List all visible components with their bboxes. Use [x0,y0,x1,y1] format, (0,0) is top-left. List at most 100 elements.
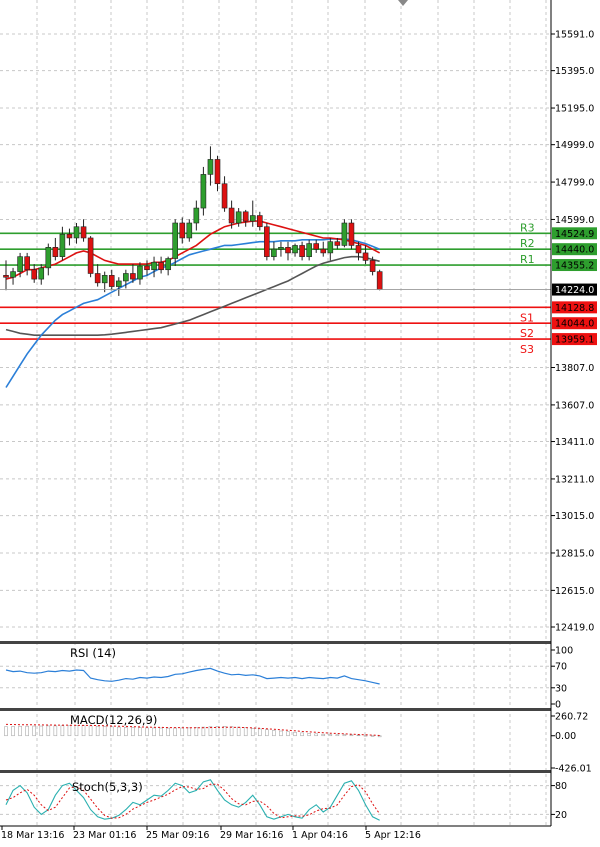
macd-histogram-bar [11,726,15,737]
candle-down [87,237,94,274]
price-tick-label: 12815.0 [555,548,594,559]
level-value: 14128.8 [555,303,594,314]
candle-up [271,248,277,257]
macd-histogram-bar [349,734,354,737]
rsi-tick-label: 100 [555,646,573,657]
macd-histogram-bar [81,725,86,737]
level-value: 14355.2 [555,261,594,272]
macd-histogram-bar [4,726,8,737]
macd-histogram-bar [335,734,340,737]
macd-histogram-bar [293,731,297,737]
macd-histogram-bar [257,728,262,737]
level-value-box [552,259,597,272]
macd-histogram-bar [117,726,121,737]
candle-down [355,245,362,254]
macd-histogram-bar [356,734,361,737]
scroll-marker-icon [398,0,408,6]
x-tick-label: 23 Mar 01:16 [73,830,136,841]
stoch-panel: Stoch(5,3,3) [0,779,551,821]
x-tick-label: 25 Mar 09:16 [146,830,209,841]
macd-histogram-bar [194,727,199,737]
x-tick-label: 18 Mar 13:16 [1,830,64,841]
level-name: S3 [520,343,534,356]
candle-up [200,174,207,209]
candle-down [285,247,291,254]
macd-histogram-bar [159,727,163,737]
candle-down [130,273,136,280]
macd-histogram-bar [138,727,142,737]
macd-histogram-bar [342,734,347,737]
macd-histogram-bar [67,725,72,737]
x-tick-label: 5 Apr 12:16 [365,830,421,841]
candle-down [299,245,305,257]
macd-histogram-bar [102,726,107,737]
ma-mid-line [5,238,380,388]
macd-histogram-bar [321,733,326,737]
candle-down [348,222,355,246]
level-value: 14440.0 [555,245,594,256]
level-value-box [552,243,597,256]
candle-down [334,241,341,246]
macd-histogram-bar [236,726,241,737]
candle-down [369,260,376,272]
price-tick-label: 13807.0 [555,363,594,374]
candle-down [228,207,235,224]
macd-histogram-bar [109,726,114,737]
price-tick-label: 12615.0 [555,586,594,597]
macd-histogram-bar [25,725,29,737]
candle-down [179,222,186,239]
candle-down [144,265,150,271]
macd-histogram-bar [95,725,100,737]
candle-down [66,233,73,239]
price-tick-label: 14599.0 [555,215,594,226]
price-tick-label: 13607.0 [555,400,594,411]
candle-up [165,258,171,271]
ma-slow-line [5,255,380,337]
macd-panel: MACD(12,26,9) [4,713,382,738]
rsi-tick-label: 0 [555,700,561,711]
candle-down [94,273,101,284]
stoch-tick-label: 80 [555,781,567,792]
macd-separator [0,708,551,711]
macd-histogram-bar [131,727,135,737]
rsi-line [5,667,380,685]
candle-down [313,243,320,250]
candle-up [45,247,52,269]
candle-up [292,245,298,254]
level-value-box [552,227,597,240]
macd-histogram-bar [377,735,382,738]
candle-up [341,222,348,246]
candle-down [80,226,87,239]
macd-tick-label: 0.00 [555,731,576,742]
candle-up [73,226,80,239]
grid-layer [0,0,551,825]
macd-histogram-bar [279,730,283,737]
stoch-k-line [5,779,380,821]
price-tick-label: 13211.0 [555,474,594,485]
price-tick-label: 12419.0 [555,623,594,634]
rsi-panel: RSI (14) [0,646,551,689]
price-tick-label: 15591.0 [555,30,594,41]
candle-down [264,226,270,257]
candle-down [3,275,9,278]
macd-histogram-bar [300,732,304,737]
level-name: R2 [520,237,535,250]
macd-histogram-bar [243,727,248,737]
candle-down [221,183,228,209]
price-tick-label: 15195.0 [555,104,594,115]
macd-histogram-bar [46,725,51,737]
macd-histogram-bar [272,730,276,737]
macd-histogram-bar [180,727,185,737]
candle-down [242,211,249,222]
macd-histogram-bar [201,726,206,737]
macd-histogram-bar [265,729,269,737]
level-name: S1 [520,311,534,324]
stoch-d-line [5,783,381,819]
macd-histogram-bar [286,731,290,737]
candle-up [17,256,23,272]
candle-up [101,275,108,284]
candle-down [24,256,30,271]
macd-histogram-bar [328,734,333,737]
candle-up [151,261,157,271]
macd-histogram-bar [250,728,255,737]
